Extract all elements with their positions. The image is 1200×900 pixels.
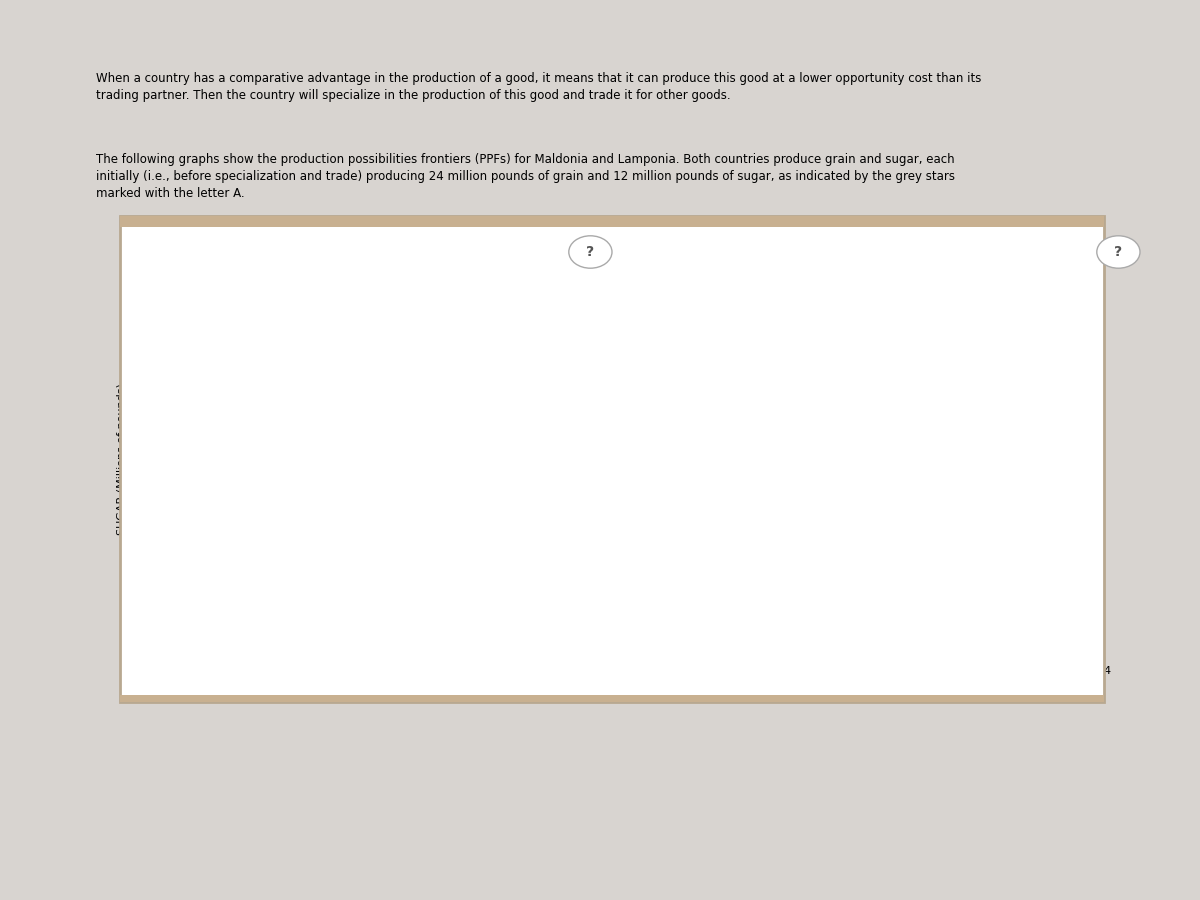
Point xyxy=(308,576,328,590)
Title: Maldonia: Maldonia xyxy=(331,240,401,256)
Text: The following graphs show the production possibilities frontiers (PPFs) for Mald: The following graphs show the production… xyxy=(96,153,955,200)
Text: A: A xyxy=(852,567,860,580)
Point xyxy=(836,576,856,590)
Y-axis label: SUGAR (Millions of pounds): SUGAR (Millions of pounds) xyxy=(646,383,655,535)
X-axis label: GRAIN (Millions of pounds): GRAIN (Millions of pounds) xyxy=(820,681,968,691)
Text: PPF: PPF xyxy=(175,373,198,385)
Text: PPF: PPF xyxy=(703,515,726,527)
Text: ?: ? xyxy=(587,245,594,259)
Title: Lamponia: Lamponia xyxy=(857,240,931,256)
X-axis label: GRAIN (Millions of pounds): GRAIN (Millions of pounds) xyxy=(292,681,440,691)
Text: 24, 12: 24, 12 xyxy=(298,515,337,527)
Text: When a country has a comparative advantage in the production of a good, it means: When a country has a comparative advanta… xyxy=(96,72,982,102)
Text: ?: ? xyxy=(1115,245,1122,259)
Y-axis label: SUGAR (Millions of pounds): SUGAR (Millions of pounds) xyxy=(118,383,127,535)
Text: A: A xyxy=(324,567,332,580)
